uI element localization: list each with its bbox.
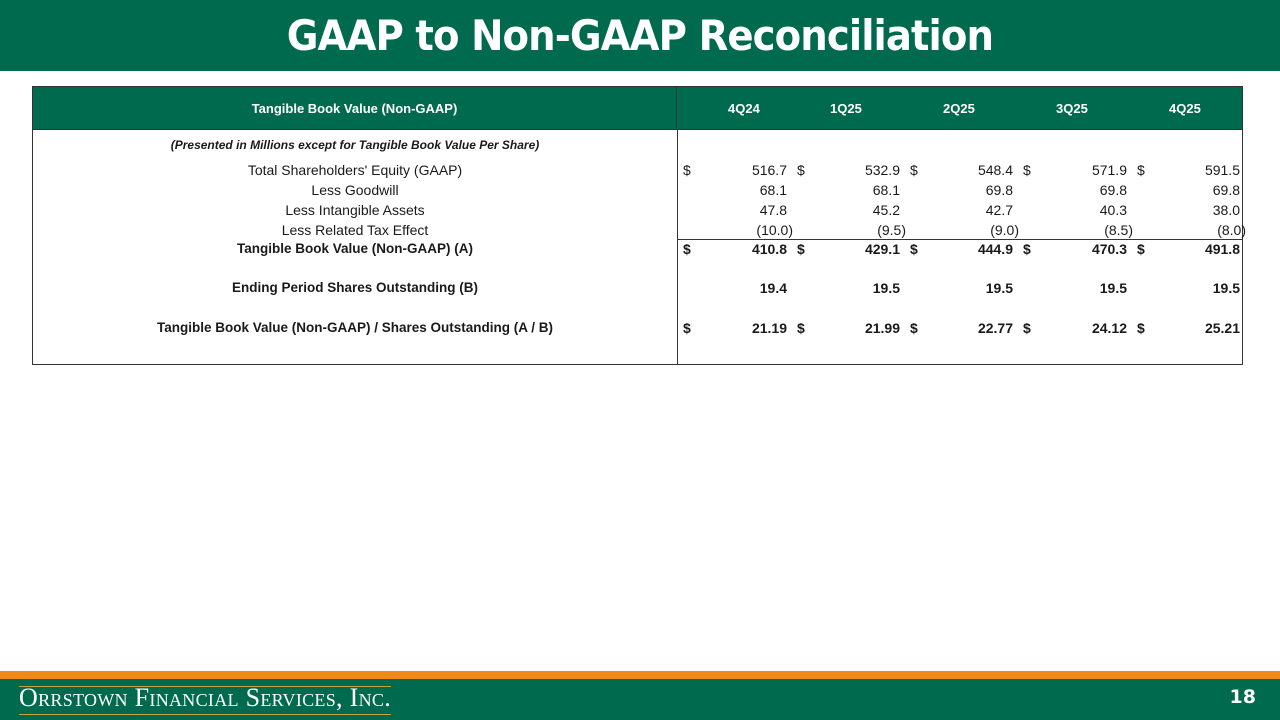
page-number: 18 (1229, 686, 1256, 708)
cell-value: 470.3 (1091, 241, 1127, 257)
currency-symbol: $ (1023, 241, 1031, 257)
footer-bar: Orrstown Financial Services, Inc. 18 (0, 679, 1280, 720)
cell-value: 571.9 (1091, 162, 1127, 178)
cell-value: 69.8 (1099, 182, 1127, 198)
cell-value: 69.8 (1212, 182, 1240, 198)
period-header: 2Q25 (943, 100, 975, 116)
cell-value: 410.8 (751, 241, 787, 257)
row-label: Less Goodwill (311, 182, 399, 198)
cell-value: (10.0) (756, 222, 793, 238)
company-logo: Orrstown Financial Services, Inc. (19, 683, 391, 715)
title-bar: GAAP to Non-GAAP Reconciliation (0, 0, 1280, 71)
cell-value: 19.5 (1212, 280, 1240, 296)
cell-value: 19.5 (985, 280, 1013, 296)
footer-accent-band (0, 671, 1280, 679)
currency-symbol: $ (683, 241, 691, 257)
cell-value: 45.2 (872, 202, 900, 218)
period-header: 3Q25 (1056, 100, 1088, 116)
currency-symbol: $ (1023, 162, 1031, 178)
currency-symbol: $ (797, 162, 805, 178)
units-note: (Presented in Millions except for Tangib… (170, 138, 540, 152)
currency-symbol: $ (1023, 320, 1031, 336)
cell-value: (9.0) (990, 222, 1019, 238)
cell-value: 22.77 (977, 320, 1013, 336)
row-label: Tangible Book Value (Non-GAAP) / Shares … (156, 320, 554, 335)
cell-value: 591.5 (1204, 162, 1240, 178)
cell-value: (8.0) (1217, 222, 1246, 238)
subtotal-rule (678, 239, 1243, 240)
cell-value: 40.3 (1099, 202, 1127, 218)
currency-symbol: $ (910, 241, 918, 257)
cell-value: 21.19 (751, 320, 787, 336)
cell-value: 47.8 (759, 202, 787, 218)
period-header: 4Q25 (1169, 100, 1201, 116)
cell-value: 429.1 (864, 241, 900, 257)
cell-value: 444.9 (977, 241, 1013, 257)
period-header: 1Q25 (830, 100, 862, 116)
currency-symbol: $ (1137, 162, 1145, 178)
table-header: Tangible Book Value (Non-GAAP) 4Q24 1Q25… (33, 87, 1242, 130)
cell-value: 516.7 (751, 162, 787, 178)
cell-value: 532.9 (864, 162, 900, 178)
row-label: Less Intangible Assets (285, 202, 425, 218)
currency-symbol: $ (1137, 241, 1145, 257)
row-label: Less Related Tax Effect (281, 222, 429, 238)
header-label: Tangible Book Value (Non-GAAP) (33, 87, 677, 129)
cell-value: (8.5) (1104, 222, 1133, 238)
column-divider (677, 130, 678, 365)
cell-value: 69.8 (985, 182, 1013, 198)
cell-value: 19.5 (872, 280, 900, 296)
tbv-reconciliation-table: Tangible Book Value (Non-GAAP) 4Q24 1Q25… (32, 86, 1246, 365)
currency-symbol: $ (910, 162, 918, 178)
currency-symbol: $ (1137, 320, 1145, 336)
cell-value: 19.5 (1099, 280, 1127, 296)
cell-value: 24.12 (1091, 320, 1127, 336)
cell-value: 42.7 (985, 202, 1013, 218)
cell-value: 68.1 (872, 182, 900, 198)
currency-symbol: $ (910, 320, 918, 336)
row-label: Total Shareholders' Equity (GAAP) (247, 162, 463, 178)
cell-value: 25.21 (1204, 320, 1240, 336)
currency-symbol: $ (683, 162, 691, 178)
cell-value: 491.8 (1204, 241, 1240, 257)
period-header: 4Q24 (728, 100, 760, 116)
cell-value: (9.5) (877, 222, 906, 238)
cell-value: 21.99 (864, 320, 900, 336)
cell-value: 548.4 (977, 162, 1013, 178)
cell-value: 19.4 (759, 280, 787, 296)
row-label: Tangible Book Value (Non-GAAP) (A) (237, 241, 473, 256)
cell-value: 38.0 (1212, 202, 1240, 218)
slide-title: GAAP to Non-GAAP Reconciliation (286, 11, 994, 60)
currency-symbol: $ (683, 320, 691, 336)
currency-symbol: $ (797, 241, 805, 257)
currency-symbol: $ (797, 320, 805, 336)
cell-value: 68.1 (759, 182, 787, 198)
row-label: Ending Period Shares Outstanding (B) (231, 280, 478, 295)
